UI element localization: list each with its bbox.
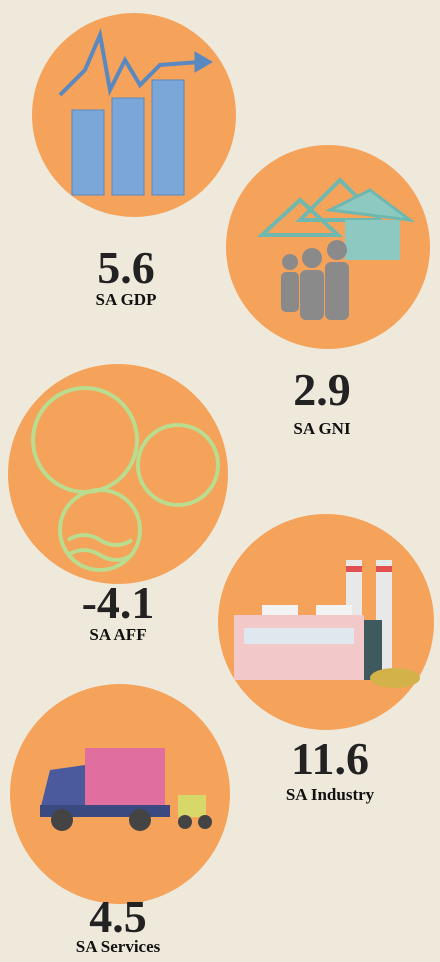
- label: SA AFF: [89, 625, 146, 644]
- aff-circle: [8, 364, 228, 584]
- value: 4.5: [89, 891, 147, 942]
- value: -4.1: [82, 577, 155, 628]
- value: 5.6: [97, 242, 155, 293]
- label: SA GDP: [96, 290, 157, 309]
- label: SA Industry: [286, 785, 375, 804]
- value: 2.9: [293, 364, 351, 415]
- infographic: 5.6 SA GDP 2.9 SA GNI -4.1 SA AFF 11.6 S…: [0, 0, 440, 962]
- label: SA GNI: [293, 419, 351, 438]
- value: 11.6: [291, 733, 369, 784]
- label: SA Services: [76, 937, 161, 956]
